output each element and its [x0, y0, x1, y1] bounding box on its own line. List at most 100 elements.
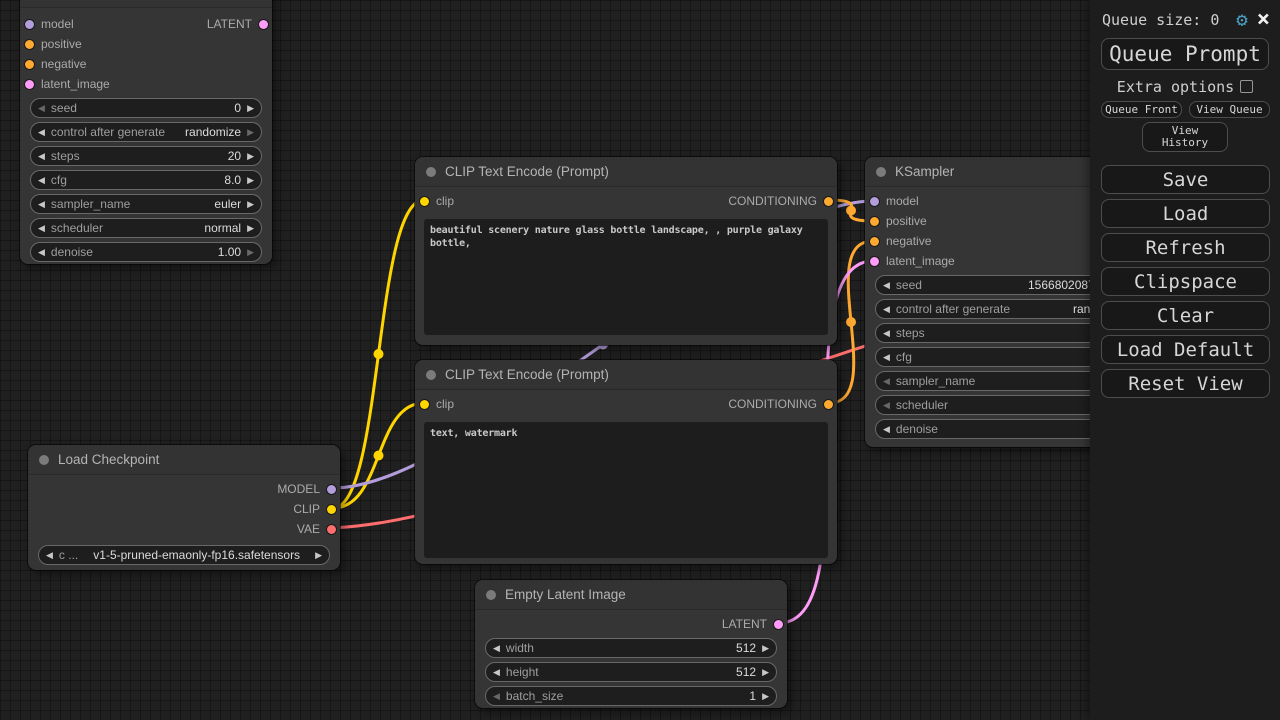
- extra-options-checkbox[interactable]: [1240, 80, 1254, 93]
- conditioning-slot-icon[interactable]: [25, 59, 34, 69]
- widget-height[interactable]: ◀ height 512 ▶: [485, 662, 777, 682]
- queue-prompt-button[interactable]: Queue Prompt: [1101, 38, 1269, 70]
- widget-scheduler[interactable]: ◀ scheduler normal ▶: [30, 218, 262, 238]
- widget-width[interactable]: ◀ width 512 ▶: [485, 638, 777, 658]
- node-title-bar[interactable]: CLIP Text Encode (Prompt): [415, 157, 837, 187]
- decrement-icon[interactable]: ◀: [883, 423, 890, 434]
- output-slot-clip[interactable]: CLIP: [28, 499, 340, 519]
- latent-slot-icon[interactable]: [259, 19, 268, 29]
- node-ksampler-left[interactable]: KSampler model LATENT positive negative …: [20, 0, 272, 264]
- widget-cfg[interactable]: ◀ cfg: [875, 347, 1155, 367]
- increment-icon[interactable]: ▶: [247, 102, 254, 113]
- model-slot-icon[interactable]: [25, 19, 34, 29]
- widget-batch-size[interactable]: ◀ batch_size 1 ▶: [485, 686, 777, 706]
- load-button[interactable]: Load: [1101, 199, 1270, 228]
- node-title-bar[interactable]: KSampler: [20, 0, 272, 8]
- collapse-dot-icon[interactable]: [39, 454, 49, 465]
- clip-slot-icon[interactable]: [420, 399, 429, 409]
- widget-control-after-generate[interactable]: ◀ control after generate ran: [875, 299, 1155, 319]
- increment-icon[interactable]: ▶: [247, 222, 254, 233]
- output-slot-model[interactable]: MODEL: [28, 479, 340, 499]
- input-slot-model[interactable]: model: [865, 191, 1165, 211]
- increment-icon[interactable]: ▶: [247, 174, 254, 185]
- output-slot-latent[interactable]: LATENT: [475, 614, 787, 634]
- decrement-icon[interactable]: ◀: [38, 222, 45, 233]
- collapse-dot-icon[interactable]: [486, 589, 496, 600]
- collapse-dot-icon[interactable]: [876, 166, 886, 177]
- widget-seed[interactable]: ◀ seed 0 ▶: [30, 98, 262, 118]
- latent-slot-icon[interactable]: [774, 619, 783, 629]
- decrement-icon[interactable]: ◀: [883, 351, 890, 362]
- increment-icon[interactable]: ▶: [247, 126, 254, 137]
- view-history-button[interactable]: View History: [1142, 122, 1228, 152]
- decrement-icon[interactable]: ◀: [883, 327, 890, 338]
- conditioning-slot-icon[interactable]: [25, 39, 34, 49]
- decrement-icon[interactable]: ◀: [883, 303, 890, 314]
- prompt-textarea[interactable]: text, watermark: [424, 422, 828, 558]
- collapse-dot-icon[interactable]: [426, 166, 436, 177]
- refresh-button[interactable]: Refresh: [1101, 233, 1270, 262]
- decrement-icon[interactable]: ◀: [38, 126, 45, 137]
- collapse-dot-icon[interactable]: [426, 369, 436, 380]
- decrement-icon[interactable]: ◀: [38, 150, 45, 161]
- input-slot-model[interactable]: model LATENT: [20, 14, 272, 34]
- decrement-icon[interactable]: ◀: [38, 102, 45, 113]
- save-button[interactable]: Save: [1101, 165, 1270, 194]
- prompt-textarea[interactable]: beautiful scenery nature glass bottle la…: [424, 219, 828, 335]
- load-default-button[interactable]: Load Default: [1101, 335, 1270, 364]
- input-slot-positive[interactable]: positive: [20, 34, 272, 54]
- widget-denoise[interactable]: ◀ denoise: [875, 419, 1155, 439]
- input-slot-latent-image[interactable]: latent_image: [865, 251, 1165, 271]
- widget-seed[interactable]: ◀ seed 1566802087: [875, 275, 1155, 295]
- decrement-icon[interactable]: ◀: [38, 174, 45, 185]
- increment-icon[interactable]: ▶: [247, 198, 254, 209]
- clip-slot-icon[interactable]: [420, 196, 429, 206]
- close-icon[interactable]: ×: [1256, 7, 1270, 32]
- model-slot-icon[interactable]: [870, 196, 879, 206]
- view-queue-button[interactable]: View Queue: [1189, 101, 1270, 118]
- input-slot-negative[interactable]: negative: [20, 54, 272, 74]
- widget-denoise[interactable]: ◀ denoise 1.00 ▶: [30, 242, 262, 262]
- decrement-icon[interactable]: ◀: [883, 375, 890, 386]
- widget-cfg[interactable]: ◀ cfg 8.0 ▶: [30, 170, 262, 190]
- output-slot-vae[interactable]: VAE: [28, 519, 340, 539]
- widget-control-after-generate[interactable]: ◀ control after generate randomize ▶: [30, 122, 262, 142]
- conditioning-slot-icon[interactable]: [870, 236, 879, 246]
- reset-view-button[interactable]: Reset View: [1101, 369, 1270, 398]
- slot-row[interactable]: clip CONDITIONING: [415, 191, 837, 211]
- vae-slot-icon[interactable]: [327, 524, 336, 534]
- increment-icon[interactable]: ▶: [762, 666, 769, 677]
- increment-icon[interactable]: ▶: [762, 642, 769, 653]
- node-clip-text-encode-negative[interactable]: CLIP Text Encode (Prompt) clip CONDITION…: [415, 360, 837, 564]
- node-load-checkpoint[interactable]: Load Checkpoint MODEL CLIP VAE ◀ c ... v…: [28, 445, 340, 570]
- decrement-icon[interactable]: ◀: [883, 279, 890, 290]
- conditioning-slot-icon[interactable]: [824, 399, 833, 409]
- node-title-bar[interactable]: Load Checkpoint: [28, 445, 340, 475]
- increment-icon[interactable]: ▶: [762, 690, 769, 701]
- increment-icon[interactable]: ▶: [247, 246, 254, 257]
- widget-steps[interactable]: ◀ steps 20 ▶: [30, 146, 262, 166]
- clear-button[interactable]: Clear: [1101, 301, 1270, 330]
- input-slot-positive[interactable]: positive: [865, 211, 1165, 231]
- input-slot-negative[interactable]: negative: [865, 231, 1165, 251]
- widget-sampler-name[interactable]: ◀ sampler_name euler ▶: [30, 194, 262, 214]
- decrement-icon[interactable]: ◀: [493, 690, 500, 701]
- decrement-icon[interactable]: ◀: [38, 246, 45, 257]
- settings-gear-icon[interactable]: ⚙: [1236, 8, 1248, 31]
- decrement-icon[interactable]: ◀: [493, 642, 500, 653]
- decrement-icon[interactable]: ◀: [883, 399, 890, 410]
- latent-slot-icon[interactable]: [870, 256, 879, 266]
- widget-sampler-name[interactable]: ◀ sampler_name: [875, 371, 1155, 391]
- clip-slot-icon[interactable]: [327, 504, 336, 514]
- conditioning-slot-icon[interactable]: [870, 216, 879, 226]
- decrement-icon[interactable]: ◀: [38, 198, 45, 209]
- clipspace-button[interactable]: Clipspace: [1101, 267, 1270, 296]
- decrement-icon[interactable]: ◀: [46, 549, 53, 560]
- latent-slot-icon[interactable]: [25, 79, 34, 89]
- widget-ckpt-name[interactable]: ◀ c ... v1-5-pruned-emaonly-fp16.safeten…: [38, 545, 330, 565]
- slot-row[interactable]: clip CONDITIONING: [415, 394, 837, 414]
- node-title-bar[interactable]: CLIP Text Encode (Prompt): [415, 360, 837, 390]
- conditioning-slot-icon[interactable]: [824, 196, 833, 206]
- decrement-icon[interactable]: ◀: [493, 666, 500, 677]
